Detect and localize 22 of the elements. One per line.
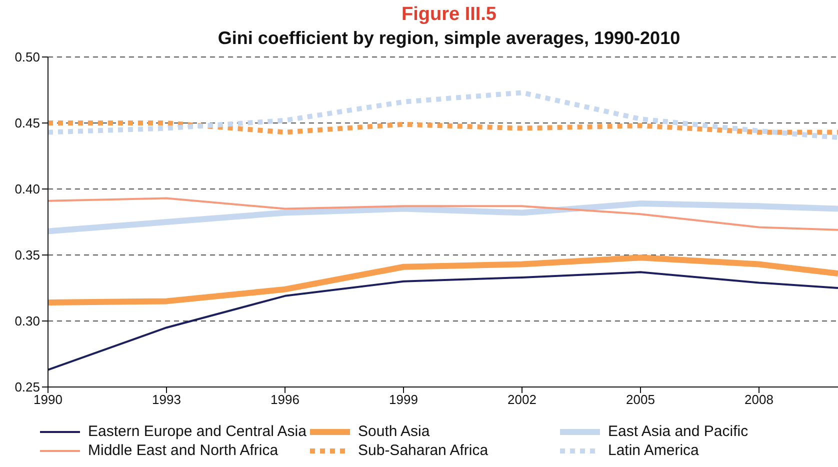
x-tick-label: 2005: [626, 392, 655, 408]
x-tick-label: 1990: [34, 392, 62, 408]
x-tick-label: 1993: [152, 392, 181, 408]
y-tick-label: 0.35: [14, 248, 40, 263]
legend-label: South Asia: [358, 423, 430, 440]
y-tick-label: 0.40: [14, 182, 40, 197]
legend-label: Middle East and North Africa: [88, 442, 278, 459]
x-tick-label: 2008: [744, 392, 774, 408]
line-series: [48, 271, 838, 371]
x-tick-label: 2002: [508, 392, 536, 408]
legend-label: Latin America: [608, 442, 699, 459]
y-tick-label: 0.50: [14, 50, 40, 65]
y-tick-label: 0.30: [14, 314, 40, 329]
x-tick-label: 1996: [270, 392, 300, 408]
y-tick-label: 0.25: [14, 380, 40, 395]
y-tick-label: 0.45: [14, 116, 40, 131]
legend-label: Sub-Saharan Africa: [358, 442, 488, 459]
legend-label: East Asia and Pacific: [608, 423, 748, 440]
chart-subtitle: Gini coefficient by region, simple averages, 1990-2010: [216, 28, 682, 49]
chart-title: Figure III.5: [400, 4, 498, 26]
legend-label: Eastern Europe and Central Asia: [88, 423, 306, 440]
x-tick-label: 1999: [389, 392, 418, 408]
